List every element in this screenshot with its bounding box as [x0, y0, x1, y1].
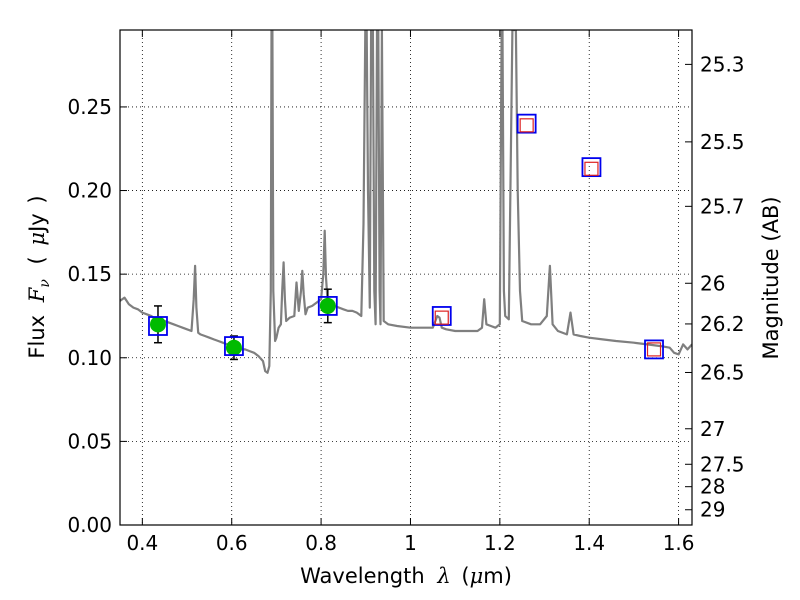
y2-tick-label: 26.2 [700, 312, 745, 336]
model-flux-square [644, 339, 664, 360]
model-flux-square [431, 306, 452, 326]
y2-tick-label: 27.5 [700, 452, 745, 476]
model-flux-square [581, 157, 602, 178]
predicted-flux-square [519, 118, 534, 133]
y2-tick-label: 26.5 [700, 360, 745, 384]
y2-tick-label: 26 [700, 271, 725, 295]
predicted-flux-square [646, 342, 662, 357]
y2-tick-label: 28 [700, 475, 725, 499]
plot-frame [119, 29, 693, 526]
model-flux-square [516, 113, 537, 134]
observed-flux-point [319, 297, 336, 314]
y-tick-label: 0.00 [67, 513, 112, 537]
ticks-layer: 0.4 0.6 0.8 1 1.2 1.4 1.6 0.00 0.05 0.10 0.15 0.20 0… [67, 30, 745, 555]
x-tick-label: 0.4 [126, 531, 158, 555]
x-tick-label: 1.4 [573, 531, 605, 555]
x-tick-label: 0.8 [305, 531, 337, 555]
series-layer [120, 30, 692, 374]
y-tick-label: 0.10 [67, 346, 112, 370]
x-tick-label: 0.6 [216, 531, 248, 555]
x-tick-label: 1.2 [484, 531, 516, 555]
y-tick-label: 0.15 [67, 262, 112, 286]
predicted-flux-square [584, 161, 599, 176]
y2-tick-label: 25.3 [700, 52, 745, 76]
y2-tick-label: 27 [700, 417, 725, 441]
observed-flux-point [225, 339, 242, 356]
spectrum-line [120, 30, 692, 374]
model-flux-square [224, 336, 244, 356]
x-tick-label: 1.6 [663, 531, 695, 555]
predicted-flux-square [434, 310, 449, 325]
y-tick-label: 0.05 [67, 429, 112, 453]
y-tick-label: 0.25 [67, 95, 112, 119]
y2-tick-label: 29 [700, 498, 725, 522]
model-flux-square [317, 296, 338, 316]
y2-axis-label: Magnitude (AB) [759, 196, 783, 359]
x-axis-label: Wavelength λ (μm) [300, 564, 512, 588]
observed-flux-point [149, 316, 166, 333]
grid-lines [120, 30, 692, 526]
x-tick-label: 1 [404, 531, 417, 555]
y-tick-label: 0.20 [67, 179, 112, 203]
y2-tick-label: 25.5 [700, 130, 745, 154]
model-flux-square [148, 316, 168, 336]
y-axis-label: Flux Fν ( μJy ) [25, 195, 54, 358]
y2-tick-label: 25.7 [700, 194, 745, 218]
